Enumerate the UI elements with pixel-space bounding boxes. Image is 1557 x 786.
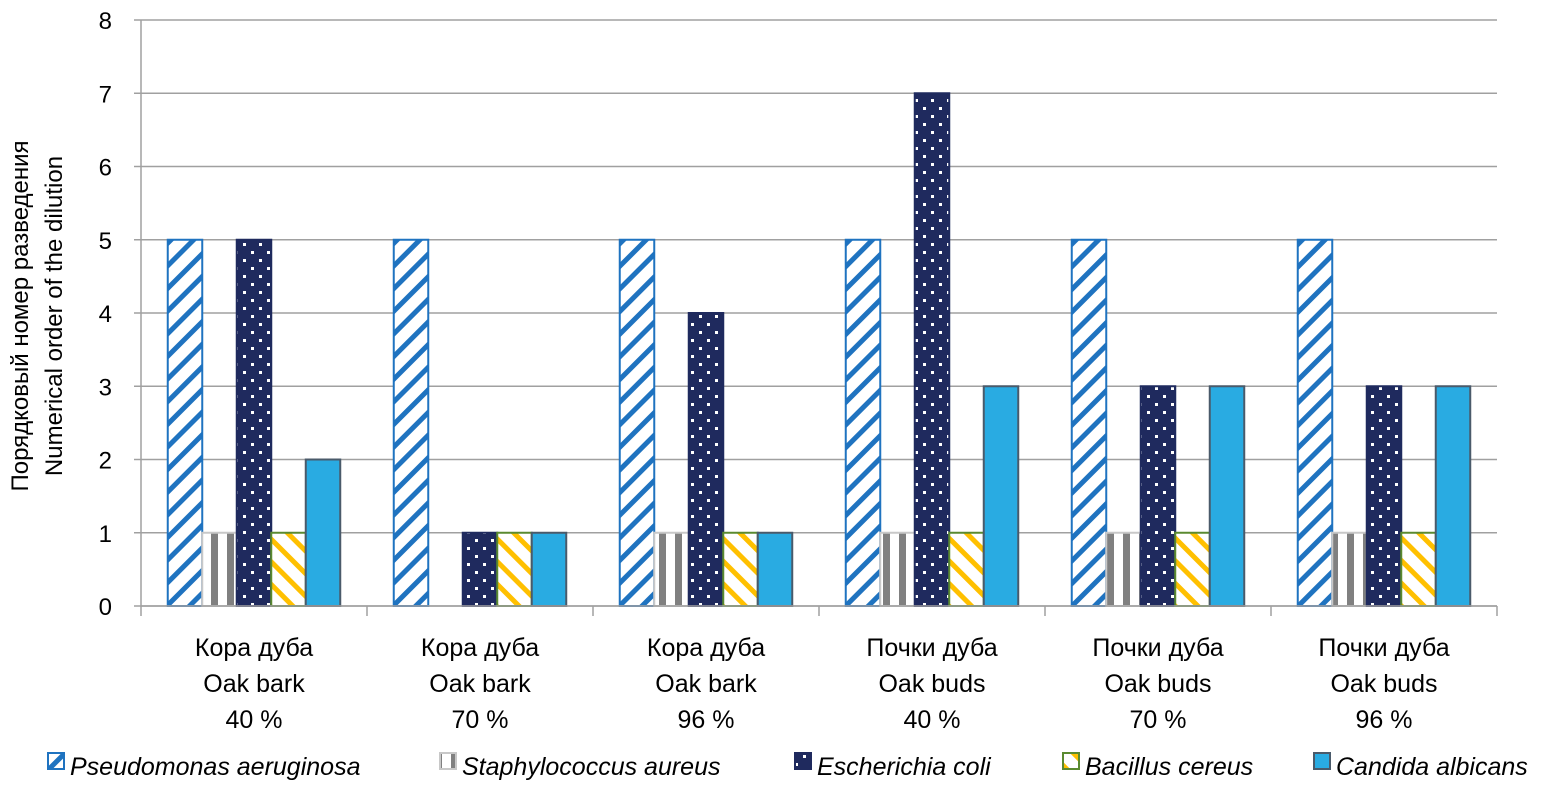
bar-escherichia-coli	[913, 92, 951, 607]
x-category-label: Кора дуба	[647, 634, 765, 662]
y-tick-label: 8	[99, 8, 112, 35]
x-category-label: Oak bark	[655, 670, 757, 698]
bar-bacillus-cereus	[948, 531, 985, 607]
legend-item: Escherichia coli	[794, 752, 992, 781]
x-category-label: Oak buds	[878, 670, 985, 698]
y-tick-label: 6	[99, 155, 112, 182]
legend-item: Staphylococcus aureus	[439, 752, 720, 781]
bar-candida-albicans	[1434, 385, 1472, 607]
y-axis: 0 1 2 3 4 5 6 7 8	[99, 8, 142, 621]
bars	[166, 92, 1472, 607]
bar-pseudomonas-aeruginosa	[166, 238, 204, 607]
legend-swatch	[1062, 752, 1080, 770]
x-category-label: Почки дуба	[866, 634, 997, 662]
legend-item: Bacillus cereus	[1062, 752, 1253, 781]
legend-swatch	[47, 752, 65, 770]
x-category-label: Почки дуба	[1092, 634, 1223, 662]
legend-label: Candida albicans	[1336, 753, 1528, 781]
y-tick-label: 3	[99, 374, 112, 401]
x-category-label: 70 %	[1130, 706, 1187, 734]
y-tick-label: 7	[99, 81, 112, 108]
x-category-label: 96 %	[678, 706, 735, 734]
legend-label: Bacillus cereus	[1085, 753, 1253, 781]
bar-bacillus-cereus	[1400, 531, 1437, 607]
bar-candida-albicans	[1208, 385, 1246, 607]
y-tick-label: 2	[99, 448, 112, 475]
x-category-label: 40 %	[904, 706, 961, 734]
bar-staphylococcus-aureus	[201, 531, 238, 607]
y-axis-title-en: Numerical order of the dilution	[41, 156, 68, 476]
bar-pseudomonas-aeruginosa	[1070, 238, 1108, 607]
x-axis: Кора дуба Oak bark 40 % Кора дуба Oak bark 70…	[140, 605, 1498, 734]
bar-pseudomonas-aeruginosa	[392, 238, 430, 607]
bar-staphylococcus-aureus	[879, 531, 916, 607]
bar-bacillus-cereus	[722, 531, 759, 607]
legend-swatch	[439, 752, 457, 770]
x-category-label: 96 %	[1356, 706, 1413, 734]
legend-item: Candida albicans	[1313, 752, 1528, 781]
x-category-label: Oak buds	[1330, 670, 1437, 698]
y-tick-label: 0	[99, 594, 112, 621]
legend-label: Staphylococcus aureus	[462, 753, 720, 781]
y-tick-label: 1	[99, 521, 112, 548]
bar-escherichia-coli	[461, 531, 499, 607]
legend-label: Escherichia coli	[817, 753, 992, 781]
x-category-label: Oak bark	[429, 670, 531, 698]
legend: Pseudomonas aeruginosa Staphylococcus aur…	[47, 752, 1528, 781]
x-category-label: 70 %	[452, 706, 509, 734]
bar-pseudomonas-aeruginosa	[844, 238, 882, 607]
bar-escherichia-coli	[1139, 385, 1177, 607]
bar-escherichia-coli	[1365, 385, 1403, 607]
y-tick-label: 5	[99, 228, 112, 255]
bar-candida-albicans	[756, 531, 794, 607]
bar-staphylococcus-aureus	[1105, 531, 1142, 607]
legend-swatch	[794, 752, 812, 770]
gridlines	[141, 19, 1497, 607]
bar-staphylococcus-aureus	[653, 531, 690, 607]
bar-bacillus-cereus	[1174, 531, 1211, 607]
x-category-label: Oak buds	[1104, 670, 1211, 698]
y-tick-label: 4	[99, 301, 112, 328]
x-category-label: Oak bark	[203, 670, 305, 698]
legend-swatch	[1313, 752, 1331, 770]
bar-candida-albicans	[530, 531, 568, 607]
bar-escherichia-coli	[235, 238, 273, 607]
y-axis-title-ru: Порядковый номер разведения	[7, 140, 34, 491]
bar-bacillus-cereus	[496, 531, 533, 607]
legend-item: Pseudomonas aeruginosa	[47, 752, 361, 781]
legend-label: Pseudomonas aeruginosa	[70, 753, 361, 781]
x-category-label: Кора дуба	[421, 634, 539, 662]
y-axis-title: Порядковый номер разведения Numerical or…	[7, 140, 68, 491]
bar-staphylococcus-aureus	[1331, 531, 1368, 607]
bar-pseudomonas-aeruginosa	[618, 238, 656, 607]
x-category-label: Почки дуба	[1318, 634, 1449, 662]
x-category-label: 40 %	[226, 706, 283, 734]
bar-candida-albicans	[304, 458, 342, 607]
bar-bacillus-cereus	[270, 531, 307, 607]
bar-pseudomonas-aeruginosa	[1296, 238, 1334, 607]
bar-escherichia-coli	[687, 312, 725, 607]
bar-candida-albicans	[982, 385, 1020, 607]
x-category-label: Кора дуба	[195, 634, 313, 662]
